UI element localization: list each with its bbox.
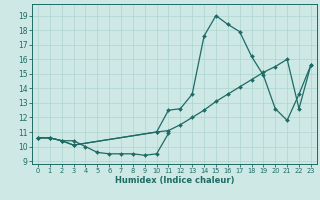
X-axis label: Humidex (Indice chaleur): Humidex (Indice chaleur) (115, 176, 234, 185)
